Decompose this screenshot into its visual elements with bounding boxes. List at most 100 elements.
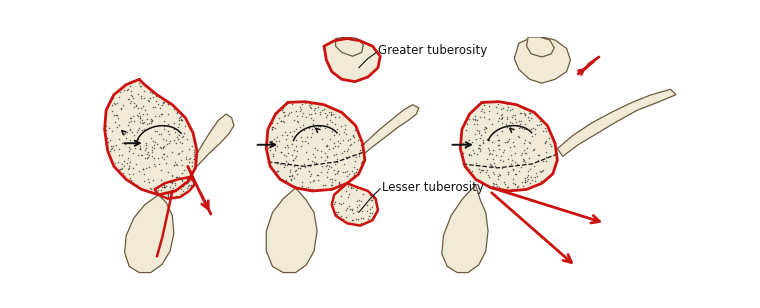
Point [524,140,537,145]
Point [306,127,318,132]
Point [130,162,142,167]
Point [328,167,340,172]
Point [326,179,338,184]
Point [135,83,147,88]
Point [525,126,537,131]
Point [154,144,166,149]
Point [337,161,350,166]
Point [310,160,322,165]
Point [486,184,499,189]
Point [183,156,195,161]
Point [138,89,150,94]
Point [296,114,309,119]
Point [124,147,136,152]
Point [350,172,362,177]
Point [477,168,489,172]
Point [335,214,347,219]
Point [498,180,510,184]
Point [477,141,489,146]
Point [539,140,551,144]
Point [124,83,136,88]
Point [309,177,321,182]
Point [150,99,163,103]
Point [345,186,357,191]
Point [170,162,182,167]
Point [543,136,555,140]
Point [150,189,163,194]
Point [164,180,176,185]
Point [487,148,499,153]
Point [497,159,509,164]
Point [478,127,490,132]
Point [309,145,321,150]
Point [480,124,492,129]
Point [162,170,174,175]
Point [536,168,548,173]
Point [325,183,337,188]
Point [128,118,140,123]
Point [278,130,290,135]
Point [163,101,175,106]
Point [301,134,313,139]
Point [170,174,182,179]
Point [112,136,125,141]
Point [101,106,113,111]
Point [483,148,495,152]
Point [312,105,324,110]
Point [147,105,159,110]
Point [294,125,306,130]
Point [506,187,518,192]
Point [459,146,471,151]
Point [146,118,158,123]
Point [131,128,144,133]
Point [321,112,334,117]
Point [158,99,170,104]
Polygon shape [557,89,676,156]
Point [290,156,302,161]
Point [478,103,490,107]
Point [306,116,318,120]
Point [266,138,278,143]
Point [147,143,160,148]
Point [284,169,296,174]
Point [461,165,473,170]
Point [310,160,322,165]
Point [181,137,193,142]
Point [285,109,297,114]
Point [305,111,317,116]
Point [474,115,486,120]
Point [176,140,188,145]
Polygon shape [125,195,174,273]
Point [148,146,160,151]
Point [135,146,147,151]
Point [502,107,514,112]
Point [165,180,177,184]
Point [341,149,353,154]
Point [328,199,340,204]
Point [493,138,505,143]
Point [176,149,188,154]
Point [350,217,363,222]
Point [109,100,121,105]
Point [483,152,495,157]
Point [540,141,552,146]
Point [113,94,125,99]
Point [527,147,539,152]
Point [530,174,543,179]
Point [357,215,369,220]
Point [334,140,346,145]
Point [119,87,131,92]
Point [328,152,340,157]
Point [173,122,185,127]
Point [270,170,282,175]
Point [168,163,180,168]
Point [299,163,311,168]
Point [129,146,141,151]
Point [470,137,482,142]
Point [160,195,172,200]
Point [493,184,505,189]
Point [347,217,359,222]
Point [505,152,517,157]
Point [286,173,298,178]
Point [342,155,354,160]
